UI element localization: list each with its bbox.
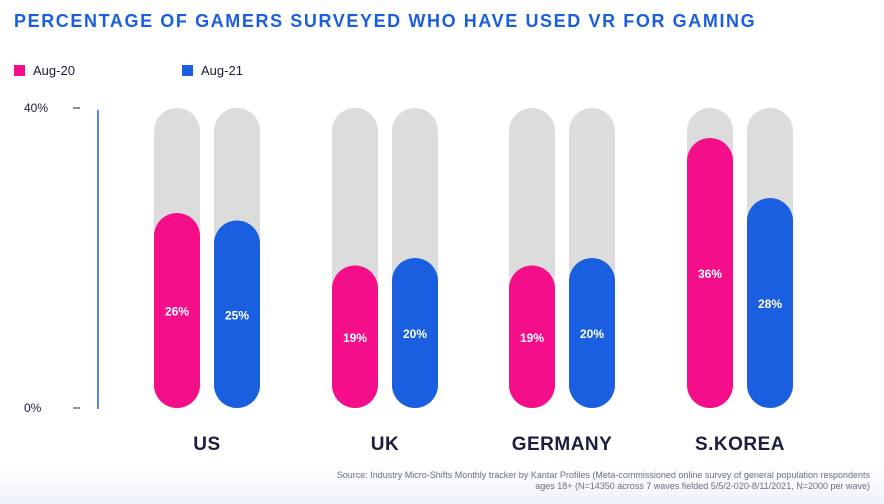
bar-aug-21 xyxy=(747,198,793,408)
category-label: S.KOREA xyxy=(695,434,785,455)
category-label: GERMANY xyxy=(512,434,613,455)
data-label: 25% xyxy=(225,308,249,322)
data-label: 20% xyxy=(580,327,604,341)
category-label: US xyxy=(193,434,220,455)
bar-aug-21 xyxy=(569,258,615,408)
legend-swatch-aug-20 xyxy=(14,65,25,76)
y-tick-label: 0% xyxy=(24,401,42,415)
legend-item-aug-21: Aug-21 xyxy=(182,63,243,78)
data-label: 19% xyxy=(520,331,544,345)
bar-aug-20 xyxy=(332,265,378,408)
bar-aug-20 xyxy=(154,213,200,408)
data-label: 36% xyxy=(698,267,722,281)
legend-label-aug-21: Aug-21 xyxy=(201,63,243,78)
data-label: 19% xyxy=(343,331,367,345)
legend-item-aug-20: Aug-20 xyxy=(14,63,75,78)
chart-legend: Aug-20 Aug-21 xyxy=(14,63,314,81)
y-tick-label: 40% xyxy=(24,101,48,115)
data-label: 28% xyxy=(758,297,782,311)
source-note: Source: Industry Micro-Shifts Monthly tr… xyxy=(336,470,870,491)
bar-aug-20 xyxy=(687,138,733,408)
category-label: UK xyxy=(371,434,399,455)
legend-swatch-aug-21 xyxy=(182,65,193,76)
bar-aug-20 xyxy=(509,265,555,408)
data-label: 20% xyxy=(403,327,427,341)
legend-label-aug-20: Aug-20 xyxy=(33,63,75,78)
data-label: 26% xyxy=(165,305,189,319)
bar-aug-21 xyxy=(392,258,438,408)
footer-band xyxy=(0,466,884,504)
chart-title: PERCENTAGE OF GAMERS SURVEYED WHO HAVE U… xyxy=(14,11,757,31)
bar-aug-21 xyxy=(214,220,260,408)
